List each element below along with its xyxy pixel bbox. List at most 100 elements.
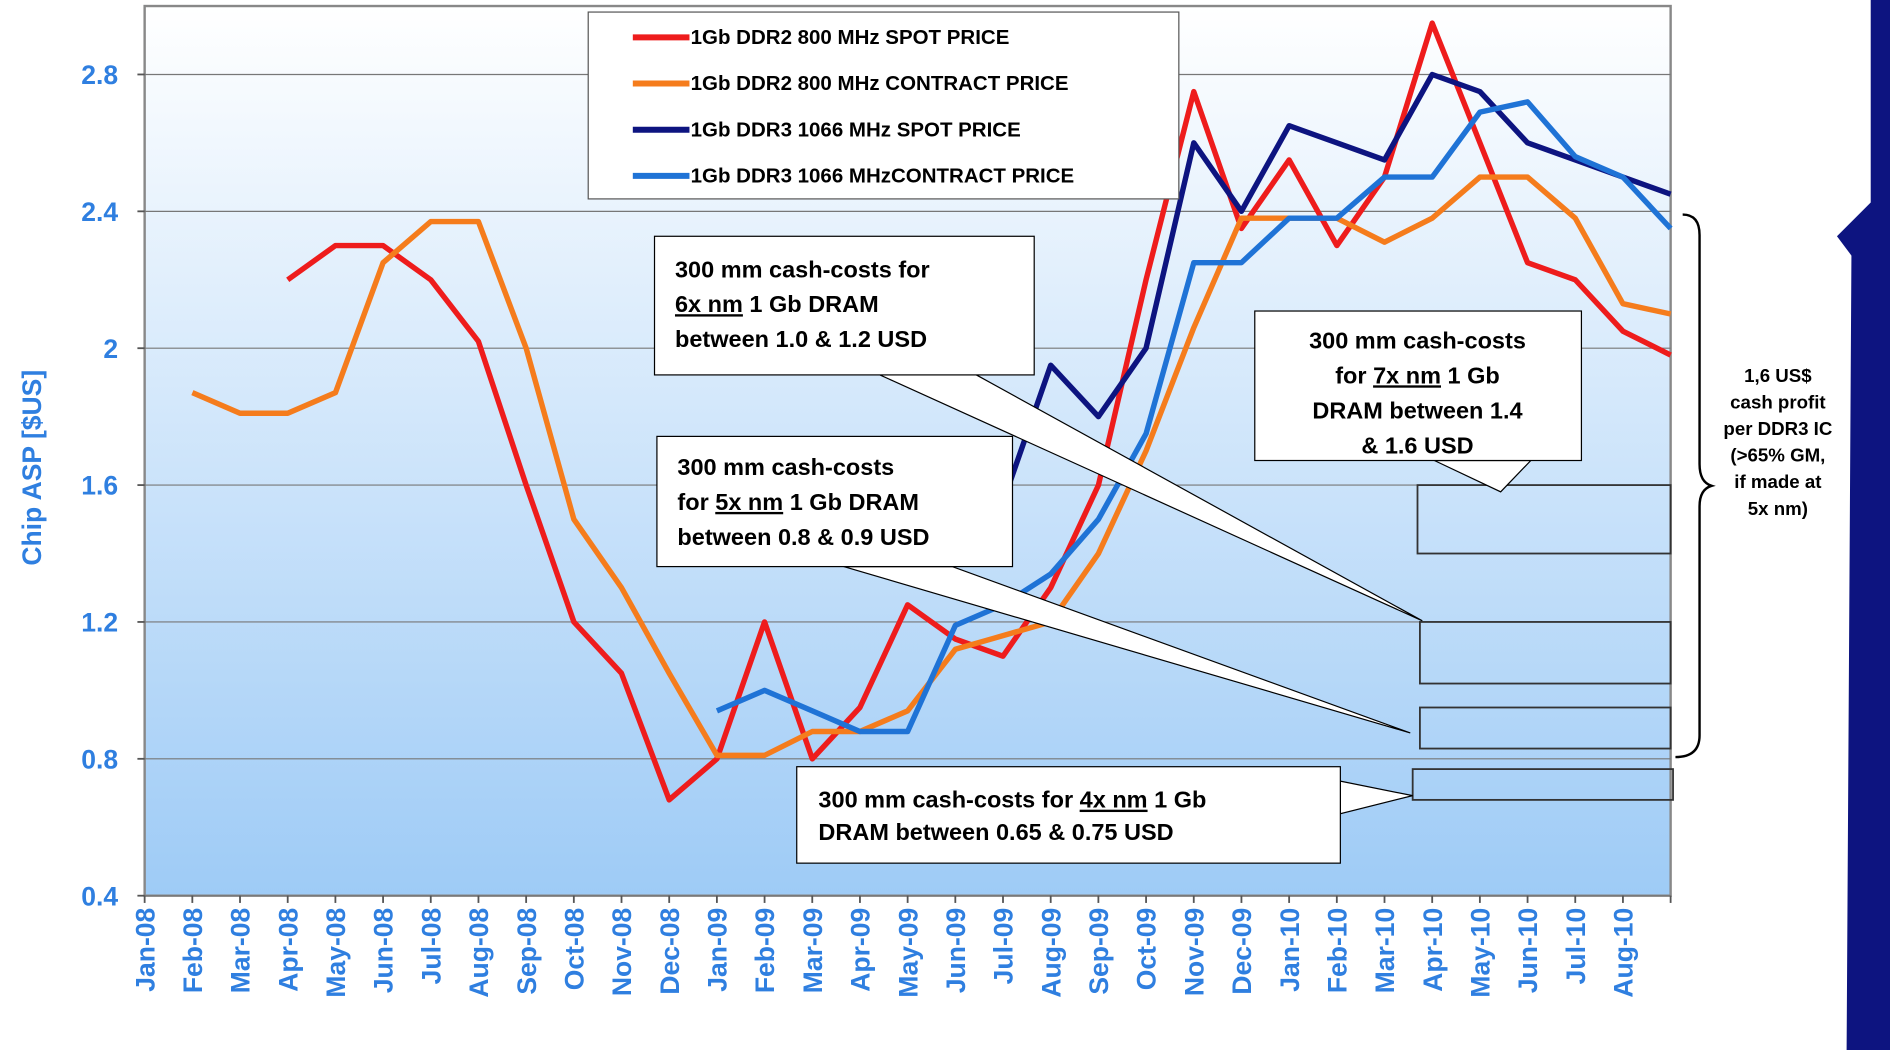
cost-band — [1419, 706, 1672, 750]
series-line — [1000, 71, 1672, 504]
y-tick-label: 0.8 — [81, 744, 118, 774]
annotation-line: for 7x nm 1 Gb — [1335, 362, 1500, 388]
annotation-line: 6x nm 1 Gb DRAM — [675, 291, 879, 317]
annotation-text: between 1.0 & 1.2 USD — [675, 326, 927, 352]
x-tick-label: Jul-09 — [989, 908, 1019, 985]
legend-label: 1Gb DDR2 800 MHz CONTRACT PRICE — [691, 72, 1069, 95]
x-tick-label: Oct-09 — [1132, 908, 1162, 990]
x-tick-label: Nov-08 — [607, 908, 637, 996]
x-tick-label: Jul-10 — [1561, 908, 1591, 985]
annotation-text: & 1.6 USD — [1361, 432, 1473, 458]
annotation-text: 7x nm — [1373, 362, 1441, 388]
x-tick-label: Jun-09 — [941, 908, 971, 993]
x-tick-label: Apr-10 — [1418, 908, 1448, 992]
annotation-line: between 0.8 & 0.9 USD — [677, 524, 929, 550]
x-tick-label: Sep-08 — [512, 908, 542, 995]
x-tick-label: Jun-10 — [1513, 908, 1543, 993]
annotation-line: 300 mm cash-costs for 4x nm 1 Gb — [818, 787, 1206, 813]
x-tick-label: Apr-09 — [846, 908, 876, 992]
legend-label: 1Gb DDR3 1066 MHz SPOT PRICE — [691, 118, 1021, 141]
annotation-line: between 1.0 & 1.2 USD — [675, 326, 927, 352]
y-tick-label: 2.8 — [81, 60, 118, 90]
x-tick-label: May-08 — [321, 908, 351, 998]
y-tick-label: 2.4 — [81, 197, 118, 227]
x-tick-label: Apr-08 — [273, 908, 303, 992]
x-tick-label: Jun-08 — [369, 908, 399, 993]
series-line — [286, 20, 1672, 803]
annotation-text: DRAM between 1.4 — [1312, 397, 1522, 423]
x-tick-label: Aug-08 — [464, 908, 494, 998]
legend-entries: 1Gb DDR2 800 MHz SPOT PRICE 1Gb DDR2 800 … — [632, 26, 1075, 187]
brace-note-line: 5x nm) — [1748, 498, 1808, 519]
legend — [587, 11, 1180, 200]
annotation-line: 300 mm cash-costs — [1309, 327, 1526, 353]
y-tick-label: 1.6 — [81, 471, 118, 501]
series-line — [715, 99, 1673, 735]
cost-band — [1416, 484, 1672, 555]
x-tick-label: Dec-09 — [1227, 908, 1257, 995]
annotation-text: 1 Gb DRAM — [783, 489, 919, 515]
annotation-line: for 5x nm 1 Gb DRAM — [677, 489, 919, 515]
annotation-text: 300 mm cash-costs for — [675, 256, 930, 282]
x-tick-label: Nov-09 — [1179, 908, 1209, 996]
side-decoration — [1836, 0, 1890, 1050]
x-tick-label: Mar-10 — [1370, 908, 1400, 993]
annotation-text: 300 mm cash-costs — [1309, 327, 1526, 353]
x-tick-label: Aug-10 — [1609, 908, 1639, 998]
annotation-line: DRAM between 1.4 — [1312, 397, 1522, 423]
annotation-text: 1 Gb — [1441, 362, 1500, 388]
annotation-box — [1254, 310, 1583, 462]
annotation-text: for — [677, 489, 715, 515]
brace-note-line: 1,6 US$ — [1744, 365, 1812, 386]
annotation-text: DRAM between 0.65 & 0.75 USD — [818, 819, 1173, 845]
annotation-box — [653, 235, 1035, 376]
brace — [1675, 213, 1716, 759]
annotation-line: 300 mm cash-costs for — [675, 256, 930, 282]
annotation-text: 1 Gb — [1148, 787, 1207, 813]
y-tick-label: 1.2 — [81, 608, 118, 638]
x-tick-label: Oct-08 — [559, 908, 589, 990]
cost-band — [1411, 768, 1674, 801]
series-lines — [191, 20, 1673, 803]
annotation-text: for — [1335, 362, 1373, 388]
annotation-line: DRAM between 0.65 & 0.75 USD — [818, 819, 1173, 845]
annotation-line: & 1.6 USD — [1361, 432, 1473, 458]
annotations: 300 mm cash-costs for 6x nm 1 Gb DRAM betw… — [653, 235, 1583, 864]
x-tick-label: Feb-09 — [750, 908, 780, 993]
x-tick-label: May-10 — [1466, 908, 1496, 998]
brace-note-line: cash profit — [1730, 392, 1825, 413]
brace-note-line: per DDR3 IC — [1723, 418, 1832, 439]
cost-bands — [1411, 484, 1674, 801]
brace-note-line: (>65% GM, — [1730, 445, 1825, 466]
annotation-text: 300 mm cash-costs for — [818, 787, 1079, 813]
x-tick-label: Aug-09 — [1036, 908, 1066, 998]
annotation-text: 1 Gb DRAM — [743, 291, 879, 317]
y-axis-title: Chip ASP [$US] — [17, 370, 47, 566]
legend-label: 1Gb DDR3 1066 MHzCONTRACT PRICE — [691, 164, 1075, 187]
x-tick-label: Mar-08 — [226, 908, 256, 993]
y-tick-label: 2 — [103, 334, 118, 364]
annotation-text: 6x nm — [675, 291, 743, 317]
grid: 0.4 0.8 1.2 1.6 2 2.4 2.8 Jan-08 Feb-08 Mar-08 Apr… — [81, 60, 1672, 998]
x-tick-label: Jan-09 — [703, 908, 733, 992]
x-tick-label: Jan-10 — [1275, 908, 1305, 992]
x-tick-label: Mar-09 — [798, 908, 828, 993]
x-tick-label: Feb-08 — [178, 908, 208, 993]
annotation-text: 300 mm cash-costs — [677, 454, 894, 480]
annotation-text: 5x nm — [715, 489, 783, 515]
brace-note: 1,6 US$ cash profit per DDR3 IC (>65% GM, if… — [1723, 365, 1832, 519]
x-tick-label: Feb-10 — [1322, 908, 1352, 993]
x-tick-label: May-09 — [893, 908, 923, 998]
annotation-box — [796, 766, 1341, 864]
x-tick-label: Sep-09 — [1084, 908, 1114, 995]
annotation-text: between 0.8 & 0.9 USD — [677, 524, 929, 550]
annotation-line: 300 mm cash-costs — [677, 454, 894, 480]
x-tick-label: Jan-08 — [130, 908, 160, 992]
legend-label: 1Gb DDR2 800 MHz SPOT PRICE — [691, 26, 1010, 49]
annotation-box — [656, 435, 1014, 568]
brace-note-line: if made at — [1734, 471, 1821, 492]
x-tick-label: Jul-08 — [416, 908, 446, 985]
annotation-text: 4x nm — [1080, 787, 1148, 813]
